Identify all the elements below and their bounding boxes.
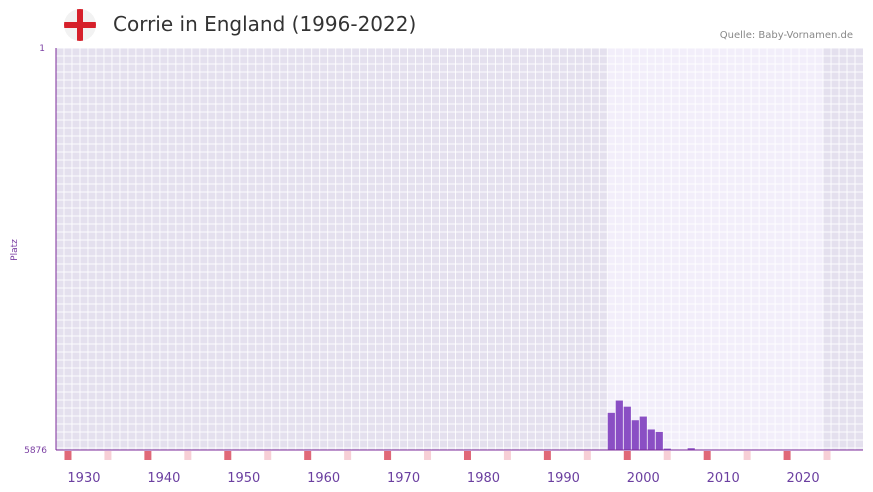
year-marker-2003 xyxy=(663,451,671,460)
x-tick-label: 1940 xyxy=(147,471,180,486)
x-tick-label: 1930 xyxy=(67,471,100,486)
y-tick-label-top: 1 xyxy=(39,44,45,54)
year-marker-1933 xyxy=(104,451,112,460)
bar-1999 xyxy=(631,420,639,450)
year-marker-1968 xyxy=(384,451,392,460)
source-label: Quelle: Baby-Vornamen.de xyxy=(719,30,853,41)
x-tick-label: 1990 xyxy=(547,471,580,486)
year-marker-1998 xyxy=(623,451,631,460)
year-marker-1988 xyxy=(543,451,551,460)
year-marker-2013 xyxy=(743,451,751,460)
year-marker-1978 xyxy=(463,451,471,460)
year-marker-1948 xyxy=(224,451,232,460)
bar-1998 xyxy=(623,406,631,450)
bar-1997 xyxy=(615,400,623,450)
bar-2003 xyxy=(663,448,671,450)
year-marker-2018 xyxy=(783,451,791,460)
bar-2000 xyxy=(639,416,647,450)
x-tick-label: 2010 xyxy=(707,471,740,486)
year-marker-1938 xyxy=(144,451,152,460)
y-tick-label-bottom: 5876 xyxy=(24,446,47,456)
chart-title: Corrie in England (1996-2022) xyxy=(113,12,417,36)
bar-2001 xyxy=(647,429,655,450)
x-tick-label: 1960 xyxy=(307,471,340,486)
year-marker-1958 xyxy=(304,451,312,460)
year-marker-1928 xyxy=(64,451,72,460)
bar-2006 xyxy=(687,448,695,450)
bar-2002 xyxy=(655,431,663,450)
year-marker-1963 xyxy=(344,451,352,460)
year-marker-1983 xyxy=(503,451,511,460)
x-tick-label: 2000 xyxy=(627,471,660,486)
highlight-range xyxy=(607,48,824,450)
year-marker-2023 xyxy=(823,451,831,460)
year-marker-1973 xyxy=(424,451,432,460)
england-flag-icon xyxy=(64,9,96,41)
x-tick-label: 1980 xyxy=(467,471,500,486)
x-tick-label: 1950 xyxy=(227,471,260,486)
year-marker-1953 xyxy=(264,451,272,460)
x-tick-label: 1970 xyxy=(387,471,420,486)
bar-1996 xyxy=(607,412,615,450)
x-tick-label: 2020 xyxy=(787,471,820,486)
year-marker-1993 xyxy=(583,451,591,460)
year-marker-1943 xyxy=(184,451,192,460)
year-marker-2008 xyxy=(703,451,711,460)
y-axis-label: Platz xyxy=(10,239,20,261)
